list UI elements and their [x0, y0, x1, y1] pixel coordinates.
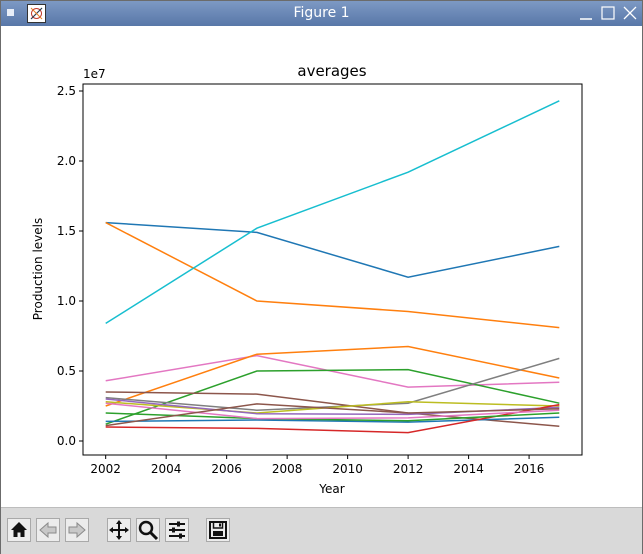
y-tick-label: 1.0 [57, 294, 76, 308]
pan-icon [109, 520, 129, 540]
save-icon [209, 521, 227, 539]
y-tick-label: 1.5 [57, 224, 76, 238]
y-tick-label: 0.5 [57, 364, 76, 378]
series-line-3 [105, 100, 560, 325]
x-tick-label: 2010 [332, 462, 363, 476]
x-axis-label: Year [318, 482, 344, 496]
y-axis-label: Production levels [31, 218, 45, 320]
close-button[interactable] [621, 4, 639, 22]
app-icon [27, 4, 46, 23]
y-offset-label: 1e7 [83, 67, 106, 81]
y-axis: 0.0 0.5 1.0 1.5 2.0 2.5 [57, 84, 83, 448]
forward-arrow-icon [68, 521, 86, 539]
y-tick-label: 0.0 [57, 434, 76, 448]
back-arrow-icon [39, 521, 57, 539]
maximize-button[interactable] [599, 4, 617, 22]
series-line-4 [105, 354, 560, 388]
home-button[interactable] [7, 518, 31, 542]
series-line-2 [105, 221, 560, 329]
x-tick-label: 2002 [90, 462, 121, 476]
close-icon [623, 6, 637, 20]
series-line-14 [105, 402, 560, 420]
window-title: Figure 1 [293, 5, 350, 21]
save-button[interactable] [206, 518, 230, 542]
line-chart: averages 1e7 2002 2004 2006 2008 2010 2012 201… [31, 62, 583, 496]
forward-button[interactable] [65, 518, 89, 542]
y-tick-label: 2.5 [57, 84, 76, 98]
x-tick-label: 2006 [211, 462, 242, 476]
figure-canvas[interactable]: averages 1e7 2002 2004 2006 2008 2010 2012 201… [1, 26, 642, 507]
chart-title: averages [297, 62, 366, 80]
zoom-icon [138, 520, 159, 541]
series-line-12 [105, 403, 560, 434]
navigation-toolbar [1, 507, 642, 554]
maximize-icon [601, 6, 615, 20]
system-menu-icon[interactable] [7, 9, 14, 16]
x-tick-label: 2008 [272, 462, 303, 476]
x-tick-label: 2012 [393, 462, 424, 476]
plot-frame [82, 83, 583, 456]
configure-subplots-button[interactable] [165, 518, 189, 542]
series-line-13 [105, 412, 560, 422]
y-tick-label: 2.0 [57, 154, 76, 168]
x-tick-label: 2016 [514, 462, 545, 476]
series-line-9 [105, 401, 560, 414]
series-line-6 [105, 368, 560, 425]
plot-lines [105, 100, 560, 434]
minimize-icon [580, 18, 592, 20]
series-line-1 [105, 221, 560, 278]
x-tick-label: 2004 [151, 462, 182, 476]
zoom-button[interactable] [136, 518, 160, 542]
back-button[interactable] [36, 518, 60, 542]
series-line-15 [105, 403, 560, 427]
x-tick-label: 2014 [453, 462, 484, 476]
x-axis: 2002 2004 2006 2008 2010 2012 2014 2016 [90, 455, 544, 476]
series-line-5 [105, 345, 560, 407]
home-icon [11, 522, 27, 537]
minimize-button[interactable] [577, 4, 595, 22]
configure-subplots-icon [169, 521, 185, 539]
pan-button[interactable] [107, 518, 131, 542]
title-bar[interactable]: Figure 1 [1, 1, 642, 26]
series-line-11 [105, 416, 560, 423]
